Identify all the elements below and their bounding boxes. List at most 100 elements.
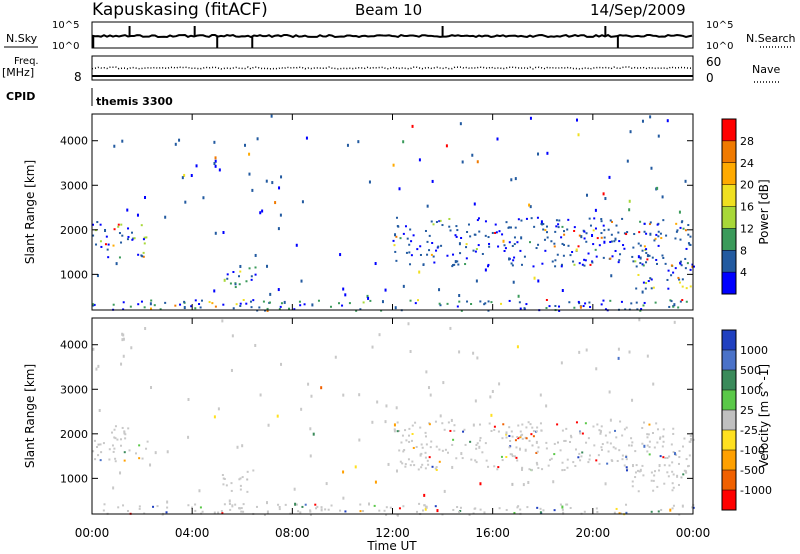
echo-cell	[348, 302, 351, 305]
echo-cell	[429, 446, 432, 449]
echo-cell	[521, 437, 524, 440]
echo-cell	[553, 442, 556, 445]
echo-cell	[404, 429, 407, 432]
y-tick-label: 4000	[60, 339, 88, 352]
echo-cell	[315, 507, 318, 510]
echo-cell	[113, 228, 116, 231]
echo-cell	[659, 232, 662, 235]
echo-cell	[469, 235, 472, 238]
echo-cell	[630, 302, 633, 305]
echo-cell	[470, 303, 473, 306]
echo-cell	[685, 247, 688, 250]
echo-cell	[324, 508, 327, 511]
scatter-cell	[385, 404, 388, 408]
echo-cell	[393, 428, 396, 431]
scatter-cell	[560, 361, 563, 365]
colorbar-block	[722, 430, 736, 451]
echo-cell	[600, 446, 603, 449]
scatter-cell	[121, 338, 124, 342]
scatter-cell	[393, 429, 396, 433]
echo-cell	[464, 263, 467, 266]
echo-cell	[623, 464, 626, 467]
scatter-cell	[342, 287, 345, 291]
echo-cell	[607, 228, 610, 231]
noise-trace	[91, 26, 693, 48]
echo-cell	[475, 443, 478, 446]
echo-cell	[517, 437, 520, 440]
scatter-cell	[472, 351, 475, 355]
scatter-cell	[301, 200, 304, 204]
echo-cell	[100, 451, 103, 454]
echo-cell	[152, 505, 155, 508]
echo-cell	[681, 278, 684, 281]
echo-cell	[587, 252, 590, 255]
echo-cell	[468, 513, 471, 516]
scatter-cell	[458, 294, 461, 298]
echo-cell	[217, 511, 220, 514]
echo-cell	[525, 217, 528, 220]
echo-cell	[487, 263, 490, 266]
scatter-cell	[656, 186, 659, 190]
colorbar-tick-label: 24	[740, 157, 754, 170]
echo-cell	[575, 421, 578, 424]
echo-cell	[97, 454, 100, 457]
echo-cell	[92, 234, 95, 237]
echo-cell	[439, 219, 442, 222]
scatter-cell	[658, 464, 661, 468]
echo-cell	[515, 446, 518, 449]
echo-cell	[599, 431, 602, 434]
echo-cell	[93, 439, 96, 442]
echo-cell	[610, 240, 613, 243]
echo-cell	[687, 233, 690, 236]
scatter-cell	[393, 423, 396, 427]
echo-cell	[677, 462, 680, 465]
echo-cell	[111, 444, 114, 447]
echo-cell	[107, 243, 110, 246]
echo-cell	[578, 302, 581, 305]
echo-cell	[600, 232, 603, 235]
scatter-cell	[248, 152, 251, 156]
echo-cell	[411, 460, 414, 463]
scatter-cell	[505, 431, 508, 435]
echo-cell	[670, 264, 673, 267]
echo-cell	[652, 489, 655, 492]
echo-cell	[421, 463, 424, 466]
echo-cell	[566, 466, 569, 469]
echo-cell	[641, 263, 644, 266]
echo-cell	[484, 442, 487, 445]
echo-cell	[653, 474, 656, 477]
echo-cell	[420, 466, 423, 469]
echo-cell	[508, 426, 511, 429]
echo-cell	[428, 234, 431, 237]
echo-cell	[519, 307, 522, 310]
scatter-cell	[490, 413, 493, 417]
echo-cell	[392, 239, 395, 242]
echo-cell	[527, 421, 530, 424]
echo-cell	[639, 309, 642, 312]
echo-cell	[518, 301, 521, 304]
echo-cell	[476, 219, 479, 222]
scatter-cell	[450, 418, 453, 422]
scatter-cell	[575, 248, 578, 252]
echo-cell	[598, 244, 601, 247]
echo-cell	[648, 223, 651, 226]
echo-cell	[411, 432, 414, 435]
echo-cell	[545, 441, 548, 444]
scatter-cell	[496, 137, 499, 141]
echo-cell	[685, 300, 688, 303]
echo-cell	[519, 430, 522, 433]
scatter-cell	[221, 319, 224, 323]
scatter-cell	[690, 437, 693, 441]
scatter-cell	[392, 163, 395, 167]
scatter-cell	[122, 337, 125, 341]
echo-cell	[516, 459, 519, 462]
echo-cell	[164, 301, 167, 304]
echo-cell	[595, 507, 598, 510]
echo-cell	[512, 259, 515, 262]
echo-cell	[284, 503, 287, 506]
colorbar-tick-label: 4	[740, 266, 747, 279]
echo-cell	[672, 504, 675, 507]
scatter-cell	[460, 452, 463, 456]
scatter-cell	[649, 115, 652, 119]
echo-cell	[593, 217, 596, 220]
